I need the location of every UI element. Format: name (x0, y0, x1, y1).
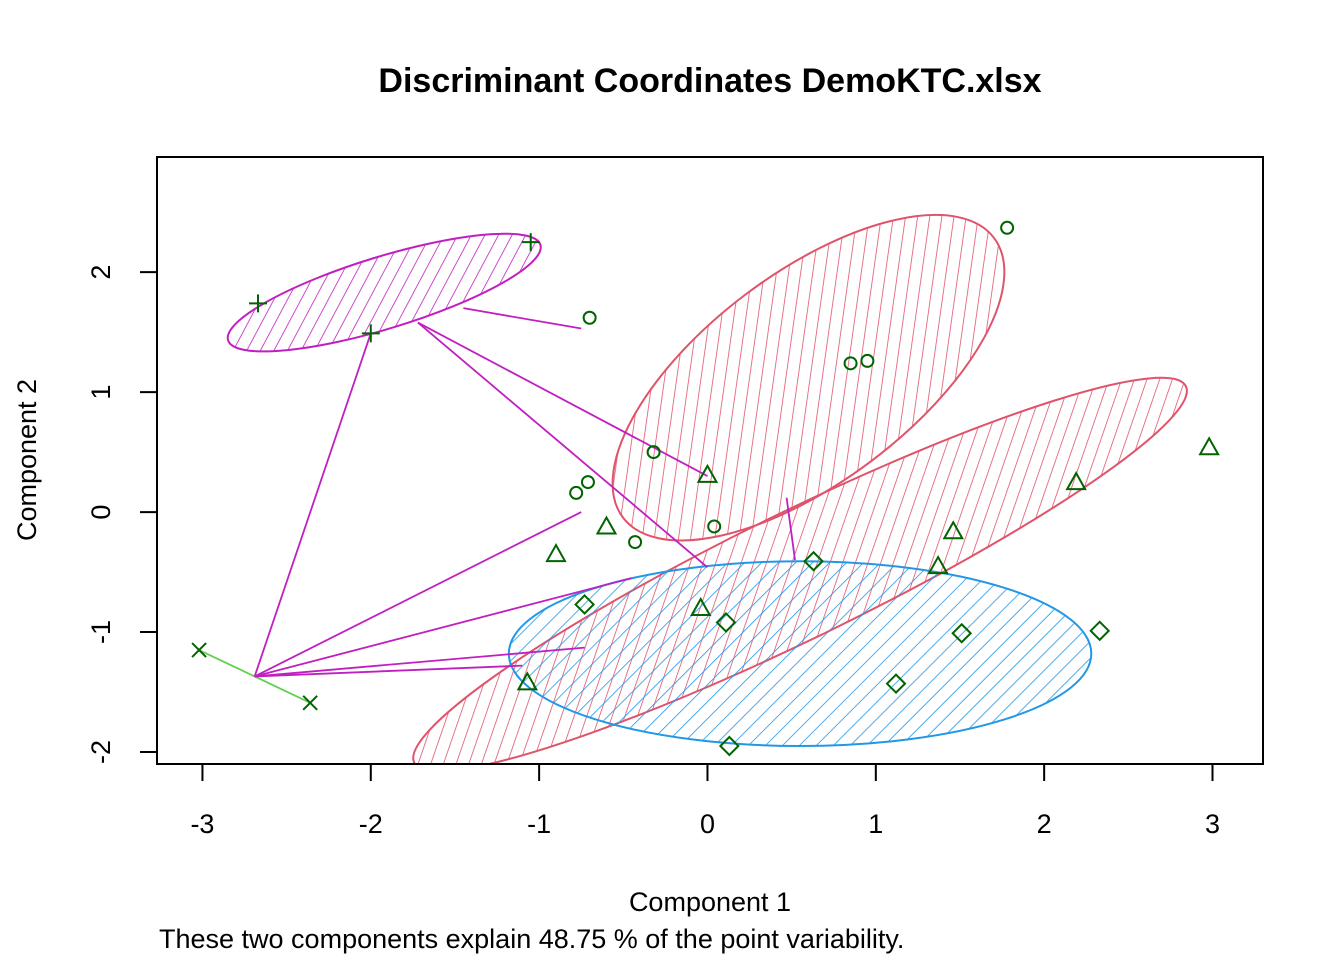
y-tick-label: 0 (86, 505, 116, 520)
cluster-1-circle-point (569, 485, 584, 500)
cluster-3-diamond-point (1089, 620, 1111, 642)
connector-line-6 (254, 511, 582, 678)
cluster-1-circle-point (843, 356, 858, 371)
x-axis-label: Component 1 (629, 887, 791, 917)
cluster-2-triangle-point (696, 463, 719, 483)
y-axis-label: Component 2 (12, 379, 42, 541)
connector-line-9 (417, 321, 709, 568)
cluster-2-triangle-point (595, 515, 618, 535)
cluster-1-ellipse (611, 213, 1006, 542)
cluster-4-plus-point (361, 324, 380, 343)
x-tick-label: 0 (700, 809, 715, 839)
cluster-2-triangle-point (1198, 436, 1220, 456)
cluster-1-circle-point (582, 310, 597, 325)
connector-line-11 (785, 497, 796, 561)
cluster-2-triangle-point (690, 597, 712, 617)
axes: -3 -2 -1 0 1 2 3 -2 -1 0 1 2 (86, 265, 1220, 839)
x-tick-label: -2 (359, 809, 383, 839)
cluster-2-triangle-point (927, 555, 949, 575)
x-tick-label: -3 (190, 809, 214, 839)
cluster-4-plus-point (249, 294, 268, 313)
cluster-4-ellipse (226, 232, 542, 353)
cluster-3-diamond-point (715, 612, 737, 633)
connector-line-2 (254, 675, 311, 704)
x-tick-label: 2 (1037, 809, 1052, 839)
connector-line-5 (254, 664, 523, 678)
cluster-1-circle-point (580, 475, 595, 490)
cluster-2-triangle-point (516, 671, 539, 691)
y-tick-label: -2 (86, 740, 116, 764)
cluster-4-plus-point (521, 233, 540, 252)
cluster-3-diamond-point (574, 594, 596, 615)
connector-line-3 (253, 333, 372, 677)
x-tick-label: 1 (868, 809, 883, 839)
cluster-2-triangle-point (1065, 471, 1087, 491)
cluster-3-diamond-point (885, 673, 907, 695)
plot-area (191, 213, 1220, 764)
connector-line-4 (254, 646, 585, 678)
variability-note: These two components explain 48.75 % of … (159, 924, 904, 954)
cluster-1-circle-point (646, 445, 661, 460)
x-tick-label: 3 (1205, 809, 1220, 839)
y-tick-label: 2 (86, 265, 116, 280)
cluster-2-triangle-point (942, 520, 964, 540)
cluster-3-diamond-point (951, 622, 973, 644)
cluster-1-circle-point (707, 519, 722, 534)
cluster-3-ellipse (507, 560, 1093, 748)
cluster-5-cross-point (302, 695, 318, 711)
connector-line-7 (254, 577, 632, 678)
cluster-1-circle-point (628, 535, 643, 550)
connector-line-1 (198, 649, 256, 678)
connector-line-10 (463, 307, 582, 330)
cluster-3-diamond-point (803, 550, 824, 572)
cluster-5-cross-point (191, 642, 207, 658)
chart-title: Discriminant Coordinates DemoKTC.xlsx (378, 62, 1041, 100)
cluster-2-triangle-point (545, 543, 567, 563)
y-tick-label: -1 (86, 620, 116, 644)
y-tick-label: 1 (86, 385, 116, 400)
cluster-1-circle-point (860, 353, 875, 368)
cluster-1-circle-point (1000, 220, 1015, 235)
x-tick-label: -1 (527, 809, 551, 839)
cluster-3-diamond-point (718, 735, 740, 757)
